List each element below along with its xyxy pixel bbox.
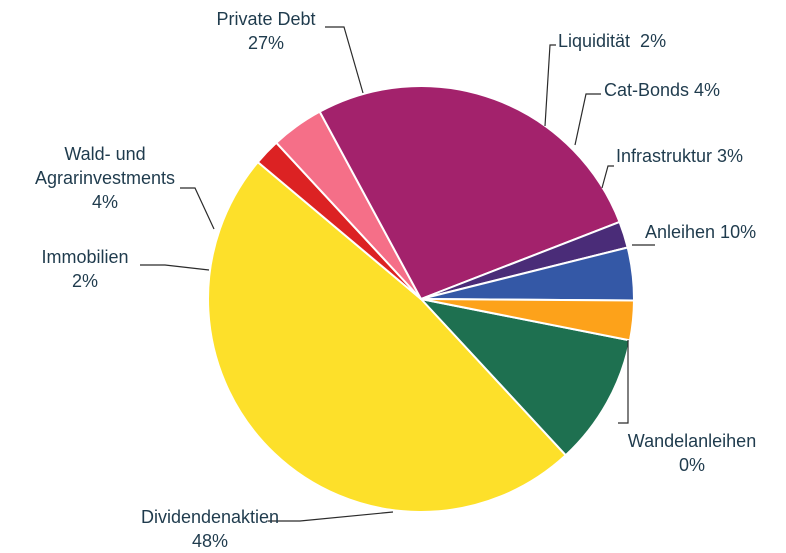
slice-label-7: Cat-Bonds 4% (604, 80, 720, 100)
pie-slice-5 (318, 85, 621, 300)
slice-label-1: Wandelanleihen 0% (628, 431, 756, 475)
slice-label-4: Wald- und Agrarinvestments 4% (35, 144, 175, 212)
pie-slices (207, 85, 635, 513)
slice-label-3: Immobilien 2% (41, 247, 128, 291)
slice-label-5: Private Debt 27% (216, 9, 315, 53)
slice-label-2: Dividendenaktien 48% (141, 507, 279, 551)
leader-line-2 (268, 511, 394, 522)
leader-line-4 (180, 187, 215, 230)
slice-label-8: Infrastruktur 3% (616, 146, 743, 166)
pie-slice-2 (207, 161, 567, 513)
leader-lines (140, 26, 655, 522)
slice-label-0: Anleihen 10% (645, 222, 756, 242)
leader-line-6 (544, 44, 556, 127)
leader-line-8 (601, 165, 614, 189)
pie-slice-8 (420, 298, 635, 342)
leader-line-3 (140, 264, 210, 271)
leader-line-7 (574, 93, 601, 146)
slice-labels: Anleihen 10% Wandelanleihen 0% Dividendenak… (35, 9, 756, 551)
leader-line-1 (618, 340, 629, 424)
slice-label-6: Liquidität 2% (558, 31, 666, 51)
leader-line-5 (325, 26, 364, 94)
